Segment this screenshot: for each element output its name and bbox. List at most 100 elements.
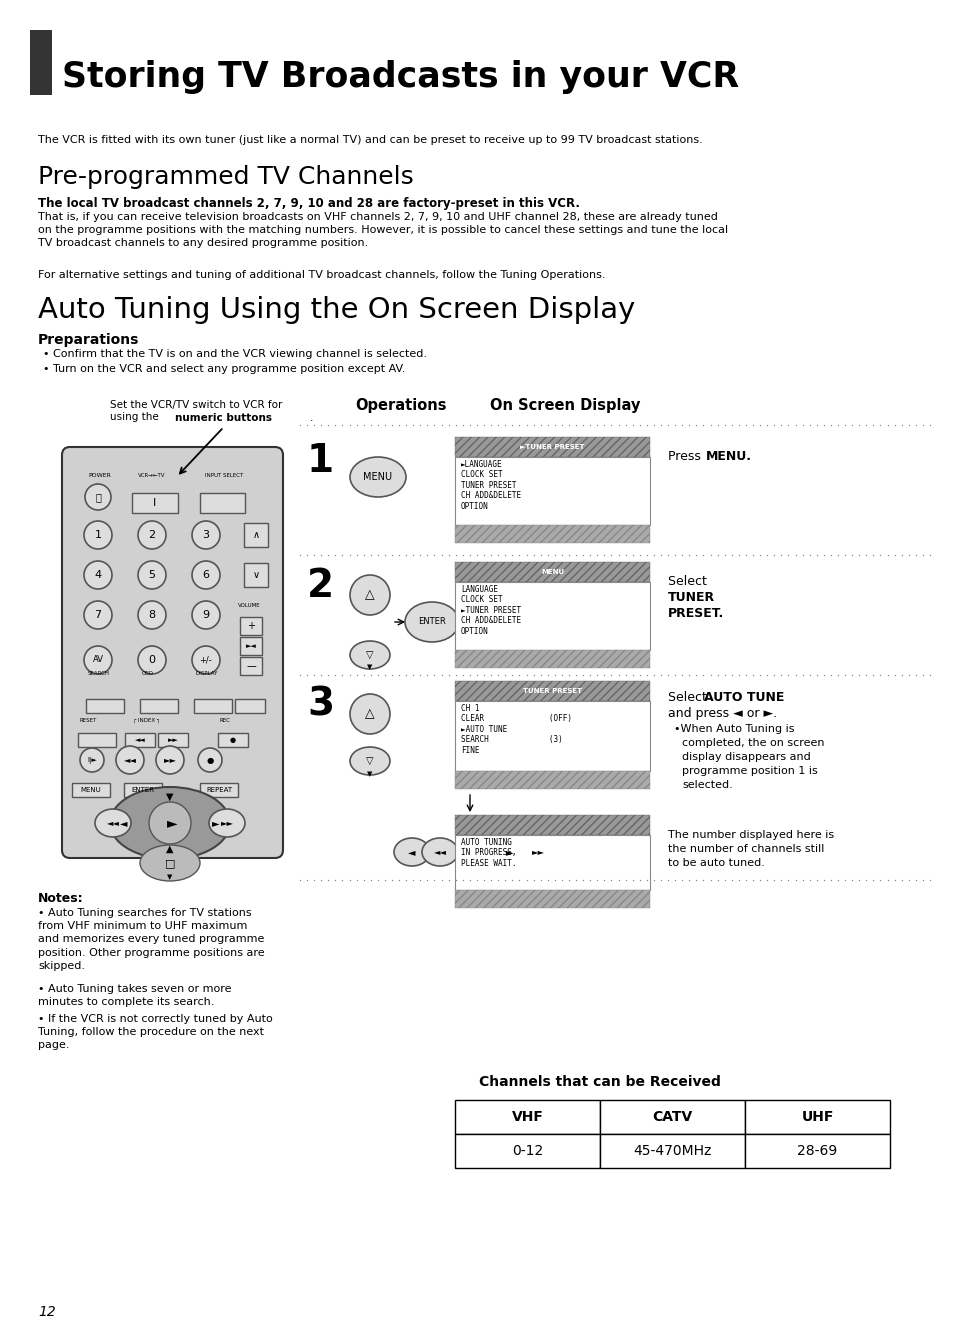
Text: • Confirm that the TV is on and the VCR viewing channel is selected.: • Confirm that the TV is on and the VCR … (43, 349, 427, 360)
Bar (218, 733, 248, 747)
Text: Notes:: Notes: (38, 892, 84, 904)
Circle shape (192, 561, 220, 589)
Text: ◄◄: ◄◄ (433, 847, 446, 856)
Bar (455, 835, 649, 890)
Circle shape (156, 746, 184, 774)
Text: SEARCH: SEARCH (88, 671, 110, 677)
Text: ▼: ▼ (367, 663, 373, 670)
Text: 2: 2 (307, 567, 334, 605)
Bar (744, 1134, 889, 1168)
Text: 28-69: 28-69 (797, 1144, 837, 1158)
Text: programme position 1 is: programme position 1 is (681, 766, 817, 777)
Text: Channels that can be Received: Channels that can be Received (478, 1075, 720, 1090)
Text: Preparations: Preparations (38, 333, 139, 348)
Circle shape (192, 646, 220, 674)
Bar (455, 701, 649, 771)
Text: The number displayed here is
the number of channels still
to be auto tuned.: The number displayed here is the number … (667, 830, 833, 868)
Text: ▲: ▲ (166, 844, 173, 854)
Text: Press: Press (667, 450, 704, 464)
Text: INPUT SELECT: INPUT SELECT (205, 473, 243, 478)
Text: AV: AV (92, 655, 103, 665)
Text: VCR→←TV: VCR→←TV (138, 473, 165, 478)
Ellipse shape (394, 838, 430, 866)
Text: 5: 5 (149, 570, 155, 579)
Text: Auto Tuning Using the On Screen Display: Auto Tuning Using the On Screen Display (38, 296, 635, 324)
Circle shape (138, 646, 166, 674)
Text: On Screen Display: On Screen Display (490, 398, 639, 413)
Text: That is, if you can receive television broadcasts on VHF channels 2, 7, 9, 10 an: That is, if you can receive television b… (38, 212, 727, 248)
Text: 6: 6 (202, 570, 210, 579)
Bar (455, 562, 649, 582)
Text: AUTO TUNE: AUTO TUNE (703, 691, 783, 705)
Text: RESET: RESET (80, 718, 97, 723)
Bar (200, 783, 237, 797)
Text: The VCR is fitted with its own tuner (just like a normal TV) and can be preset t: The VCR is fitted with its own tuner (ju… (38, 135, 702, 145)
Text: Pre-programmed TV Channels: Pre-programmed TV Channels (38, 165, 414, 189)
Text: ◄◄: ◄◄ (107, 818, 119, 827)
Text: ▽: ▽ (366, 757, 374, 766)
Bar (455, 815, 649, 835)
Text: 45-470MHz: 45-470MHz (633, 1144, 711, 1158)
Bar (455, 437, 649, 457)
Text: +: + (247, 621, 254, 631)
Bar (455, 681, 649, 701)
Bar (455, 681, 649, 701)
Bar (244, 563, 268, 587)
Bar (455, 890, 649, 908)
Text: •When Auto Tuning is: •When Auto Tuning is (673, 725, 794, 734)
Text: completed, the on screen: completed, the on screen (681, 738, 823, 749)
Text: 0: 0 (149, 655, 155, 665)
Text: MENU.: MENU. (705, 450, 751, 464)
Circle shape (138, 601, 166, 629)
Circle shape (84, 601, 112, 629)
Bar (30, 31, 52, 95)
Text: 0-12: 0-12 (512, 1144, 542, 1158)
Bar (455, 457, 649, 525)
Circle shape (85, 484, 111, 510)
Ellipse shape (350, 457, 406, 497)
Text: ►►: ►► (168, 737, 178, 743)
Text: numeric buttons: numeric buttons (174, 413, 272, 424)
Text: ►: ► (212, 818, 219, 829)
Bar (455, 1134, 599, 1168)
Bar (124, 783, 162, 797)
Text: MENU: MENU (81, 787, 101, 793)
Ellipse shape (421, 838, 457, 866)
Text: ►: ► (506, 847, 514, 856)
Text: display disappears and: display disappears and (681, 753, 810, 762)
Text: I|►: I|► (87, 757, 97, 763)
Text: ►◄: ►◄ (245, 643, 256, 649)
Text: ENTER: ENTER (132, 787, 154, 793)
Bar (599, 1134, 744, 1168)
Ellipse shape (350, 641, 390, 669)
Bar (455, 1100, 599, 1134)
Text: selected.: selected. (681, 781, 732, 790)
Text: VOLUME: VOLUME (237, 603, 260, 607)
Text: 1: 1 (307, 442, 334, 480)
Bar (455, 650, 649, 669)
Text: The local TV broadcast channels 2, 7, 9, 10 and 28 are factory-preset in this VC: The local TV broadcast channels 2, 7, 9,… (38, 197, 579, 210)
Text: —: — (246, 661, 255, 671)
Text: △: △ (365, 589, 375, 602)
Text: I: I (153, 498, 156, 507)
Text: ●: ● (206, 755, 213, 765)
Ellipse shape (350, 747, 390, 775)
Bar (125, 733, 154, 747)
Bar (455, 890, 649, 908)
Circle shape (84, 561, 112, 589)
Text: .: . (310, 413, 313, 424)
Bar (200, 493, 245, 513)
Text: • Turn on the VCR and select any programme position except AV.: • Turn on the VCR and select any program… (43, 364, 405, 374)
Bar (132, 493, 178, 513)
Text: Storing TV Broadcasts in your VCR: Storing TV Broadcasts in your VCR (62, 60, 739, 95)
Circle shape (84, 646, 112, 674)
Text: AUTO TUNING
IN PROGRESS,
PLEASE WAIT.: AUTO TUNING IN PROGRESS, PLEASE WAIT. (460, 838, 516, 868)
Text: Operations: Operations (355, 398, 446, 413)
Text: TUNER PRESET: TUNER PRESET (522, 689, 581, 694)
Text: ►►: ►► (531, 847, 544, 856)
Text: MENU: MENU (363, 472, 392, 482)
Text: ◄: ◄ (408, 847, 416, 856)
Bar (234, 699, 265, 713)
Text: ⏻: ⏻ (95, 492, 101, 502)
Circle shape (198, 749, 222, 773)
